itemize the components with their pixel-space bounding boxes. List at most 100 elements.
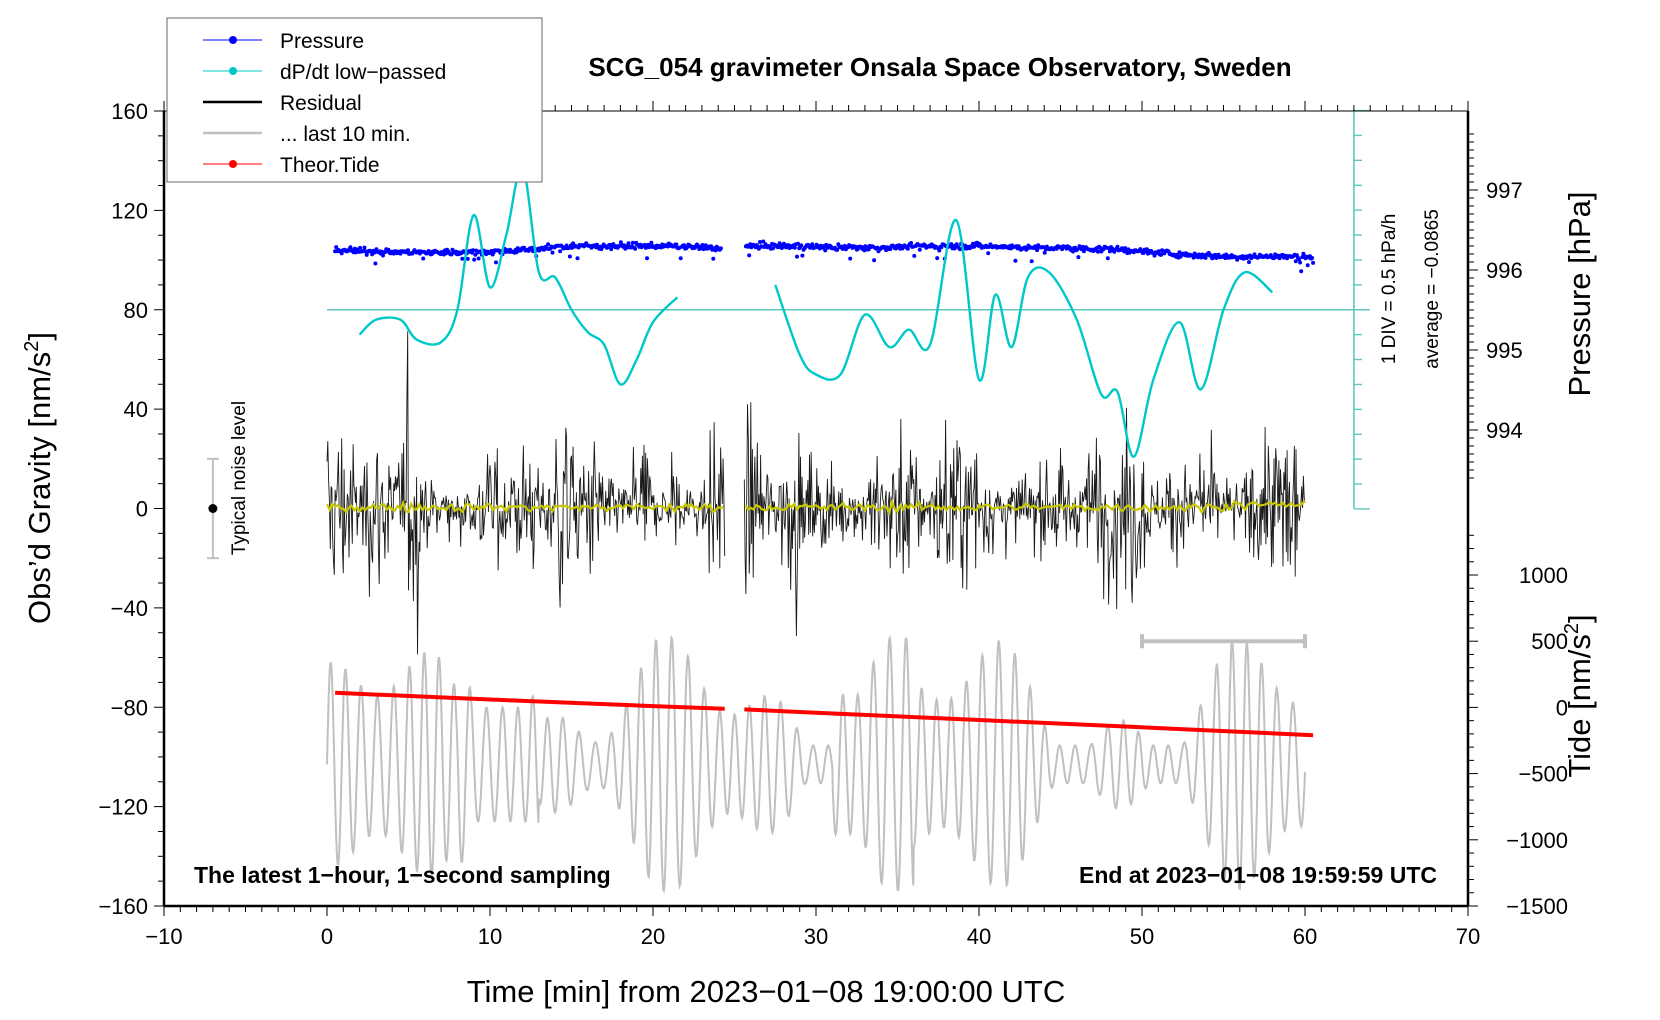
pressure-point	[358, 245, 363, 250]
y-left-tick-label: −120	[98, 795, 148, 820]
x-tick-label: 10	[478, 924, 502, 949]
tide-tick-label: 0	[1556, 695, 1568, 720]
pressure-point	[406, 248, 410, 253]
x-tick-label: 70	[1456, 924, 1480, 949]
pressure-point	[649, 240, 654, 245]
pressure-point	[1071, 249, 1075, 254]
pressure-point	[381, 253, 385, 258]
pressure-point	[799, 243, 804, 248]
pressure-point	[718, 246, 723, 251]
y-axis-tide-title-main: Tide [nm/s	[1562, 634, 1597, 778]
dpdt-scale-label: 1 DIV = 0.5 hPa/h	[1379, 214, 1400, 365]
pressure-point	[348, 245, 353, 250]
pressure-point	[792, 245, 797, 250]
pressure-point	[674, 242, 679, 247]
annotation-latest-hour: The latest 1−hour, 1−second sampling	[194, 862, 611, 888]
y-axis-pressure-title: Pressure [hPa]	[1562, 191, 1597, 396]
y-axis-left-title-tail: ]	[22, 332, 57, 341]
legend-label: dP/dt low−passed	[280, 61, 446, 84]
noise-bar-center-dot	[208, 504, 218, 513]
pressure-point	[645, 256, 649, 261]
pressure-point	[373, 261, 378, 266]
tide-tick-label: −1500	[1506, 894, 1568, 919]
last-10-min-line	[326, 634, 1306, 894]
legend-swatch-dot	[229, 160, 237, 168]
pressure-point	[633, 246, 638, 251]
pressure-point	[986, 251, 991, 256]
tide-tick-label: 1000	[1519, 563, 1568, 588]
pressure-point	[711, 256, 716, 261]
legend-swatch-dot	[229, 67, 237, 75]
pressure-point	[800, 253, 805, 258]
x-tick-label: 50	[1130, 924, 1154, 949]
pressure-point	[1152, 253, 1157, 258]
dpdt-average-label: average = −0.0865	[1422, 209, 1443, 369]
pressure-point	[476, 256, 481, 261]
pressure-point	[1299, 269, 1304, 274]
pressure-point	[810, 242, 815, 247]
legend-swatch-dot	[229, 36, 237, 44]
pressure-point	[872, 258, 877, 263]
y-axis-left-title-main: Obs’d Gravity [nm/s	[22, 352, 57, 624]
y-left-tick-label: −160	[98, 894, 148, 919]
pressure-point	[1075, 247, 1080, 252]
pressure-point	[958, 247, 962, 252]
pressure-point	[1293, 259, 1298, 264]
pressure-point	[550, 250, 555, 255]
pressure-point	[796, 241, 801, 246]
y-left-tick-label: 0	[136, 497, 148, 522]
pressure-point	[334, 245, 339, 250]
pressure-point	[1310, 256, 1315, 260]
pressure-point	[1029, 259, 1034, 264]
pressure-point	[421, 256, 426, 261]
pressure-tick-label: 995	[1486, 338, 1523, 363]
pressure-point	[362, 245, 367, 250]
pressure-point	[514, 250, 519, 255]
pressure-point	[912, 253, 917, 258]
theoretical-tide-series	[335, 690, 1314, 738]
pressure-point	[575, 256, 580, 261]
pressure-point	[937, 248, 942, 253]
pressure-point	[1013, 258, 1018, 263]
residual-line-segment-1	[743, 402, 1306, 637]
pressure-tick-label: 997	[1486, 178, 1523, 203]
pressure-point	[888, 247, 893, 251]
smoothed-line-segment-1	[744, 498, 1306, 516]
pressure-point	[643, 245, 648, 250]
pressure-point	[678, 256, 683, 261]
pressure-point	[935, 256, 940, 261]
x-tick-label: 30	[804, 924, 828, 949]
pressure-point	[1035, 248, 1040, 253]
legend-entry: Theor.Tide	[203, 154, 380, 177]
pressure-point	[460, 256, 465, 261]
pressure-point	[465, 256, 470, 261]
pressure-point	[566, 246, 571, 250]
pressure-point	[372, 250, 377, 255]
pressure-point	[795, 254, 799, 259]
x-tick-label: 0	[321, 924, 333, 949]
chart-title: SCG_054 gravimeter Onsala Space Observat…	[588, 52, 1291, 82]
dpdt-series	[358, 166, 1274, 458]
pressure-tick-label: 994	[1486, 418, 1523, 443]
pressure-point	[771, 246, 776, 251]
pressure-point	[848, 256, 853, 261]
pressure-point	[1311, 260, 1316, 265]
legend-entry: ... last 10 min.	[203, 123, 411, 146]
x-axis-title: Time [min] from 2023−01−08 19:00:00 UTC	[467, 974, 1066, 1009]
y-axis-tide-title-tail: ]	[1562, 614, 1597, 623]
y-axis-tide-title-sup: 2	[1561, 623, 1583, 634]
pressure-point	[1191, 255, 1196, 260]
pressure-point	[1042, 250, 1047, 255]
dpdt-line-segment-1	[774, 218, 1274, 458]
y-axis-left-title: Obs’d Gravity [nm/s2]	[21, 332, 57, 624]
residual-series	[326, 331, 1306, 655]
pressure-point	[747, 253, 752, 258]
tide-tick-label: −1000	[1506, 828, 1568, 853]
pressure-point	[1081, 249, 1086, 254]
last-10-min-bar	[1140, 634, 1307, 649]
residual-line-segment-0	[326, 331, 726, 655]
legend-label: Pressure	[280, 30, 364, 53]
y-left-tick-label: −40	[111, 596, 148, 621]
pressure-point	[709, 244, 714, 249]
